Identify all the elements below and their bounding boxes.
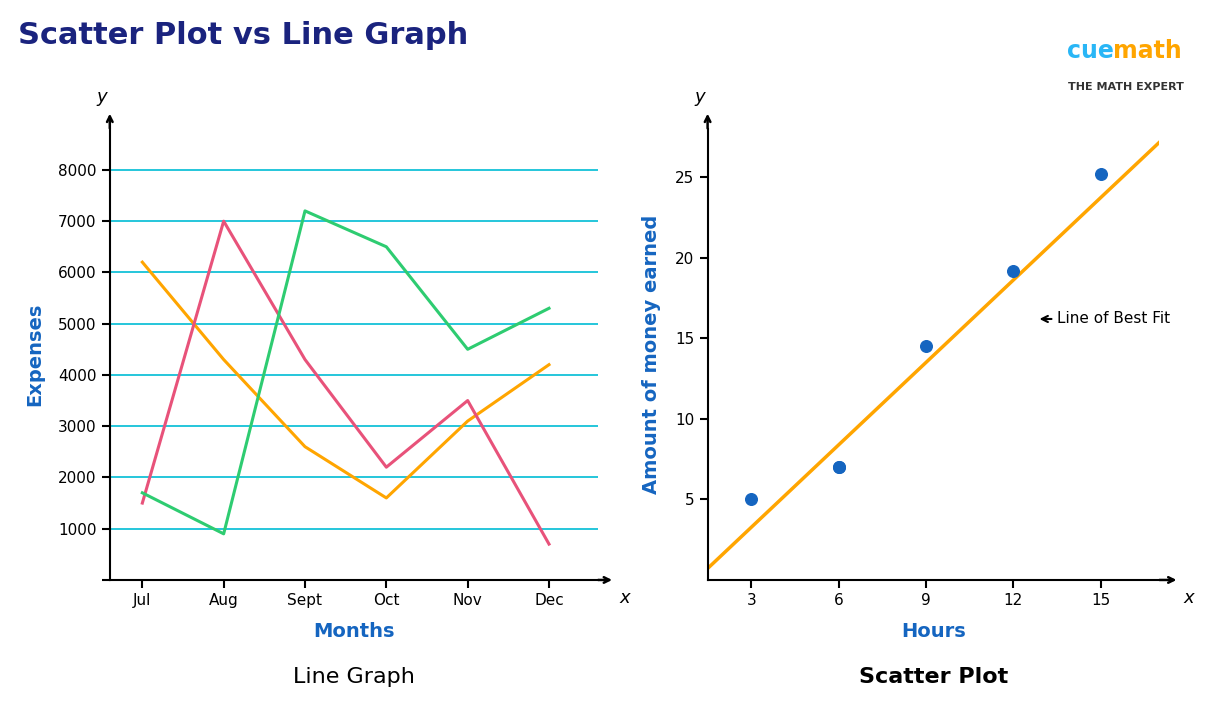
Point	[742, 494, 761, 505]
Point	[828, 461, 848, 473]
Text: Scatter Plot vs Line Graph: Scatter Plot vs Line Graph	[18, 21, 468, 51]
Text: y: y	[694, 88, 705, 106]
Text: THE MATH EXPERT: THE MATH EXPERT	[1068, 82, 1183, 92]
Y-axis label: Expenses: Expenses	[26, 303, 44, 406]
Point	[828, 461, 848, 473]
Text: x: x	[1183, 589, 1194, 607]
Text: Scatter Plot: Scatter Plot	[859, 667, 1008, 687]
Y-axis label: Amount of money earned: Amount of money earned	[642, 215, 661, 494]
Text: Line Graph: Line Graph	[293, 667, 415, 687]
Text: x: x	[620, 589, 631, 607]
Text: math: math	[1113, 39, 1181, 64]
X-axis label: Hours: Hours	[900, 622, 966, 641]
X-axis label: Months: Months	[314, 622, 394, 641]
Point	[916, 341, 936, 352]
Point	[1091, 168, 1110, 180]
Text: y: y	[96, 88, 107, 106]
Text: cue: cue	[1068, 39, 1114, 64]
Text: Line of Best Fit: Line of Best Fit	[1042, 311, 1170, 326]
Point	[1004, 265, 1024, 276]
